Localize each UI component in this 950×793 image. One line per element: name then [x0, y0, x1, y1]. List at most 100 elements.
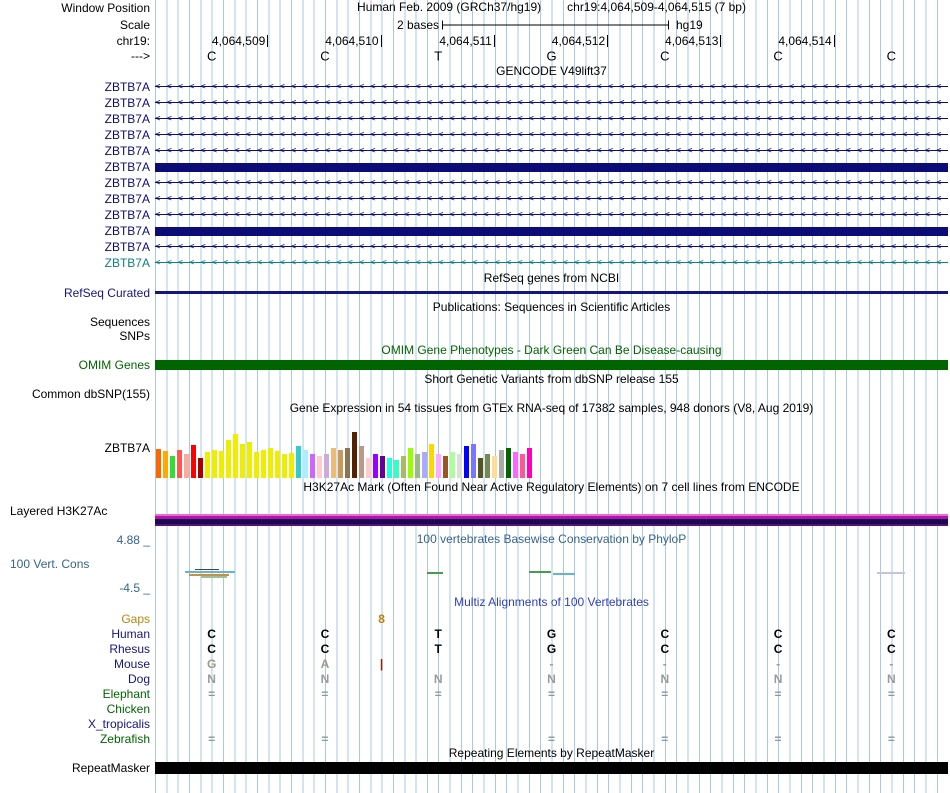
gtex-tissue-bar[interactable]	[471, 444, 476, 478]
transcript-body[interactable]: <<<<<<<<<<<<<<<<<<<<<<<<<<<<<<<<<<<<<<<<…	[155, 239, 948, 255]
gtex-tissue-bar[interactable]	[485, 454, 490, 478]
transcript-body[interactable]: <<<<<<<<<<<<<<<<<<<<<<<<<<<<<<<<<<<<<<<<…	[155, 95, 948, 111]
gtex-tissue-bar[interactable]	[408, 448, 413, 478]
gtex-tissue-bar[interactable]	[247, 442, 252, 478]
gtex-tissue-bar[interactable]	[352, 432, 357, 478]
gencode-transcript-row[interactable]: ZBTB7A <<<<<<<<<<<<<<<<<<<<<<<<<<<<<<<<<<…	[0, 143, 950, 159]
multiz-title[interactable]: Multiz Alignments of 100 Vertebrates	[454, 595, 649, 609]
gtex-tissue-bar[interactable]	[387, 458, 392, 478]
gtex-tissue-bar[interactable]	[212, 450, 217, 478]
transcript-label[interactable]: ZBTB7A	[104, 240, 150, 254]
gtex-gene-label[interactable]: ZBTB7A	[104, 441, 150, 455]
gencode-transcript-row[interactable]: ZBTB7A	[0, 223, 950, 239]
transcript-body[interactable]	[155, 159, 948, 175]
gtex-tissue-bar[interactable]	[317, 456, 322, 478]
gtex-tissue-bar[interactable]	[359, 446, 364, 478]
gtex-tissue-bar[interactable]	[198, 458, 203, 478]
gtex-tissue-bar[interactable]	[240, 444, 245, 478]
species-label-dog[interactable]: Dog	[127, 671, 150, 686]
transcript-label[interactable]: ZBTB7A	[104, 96, 150, 110]
gtex-tissue-bar[interactable]	[499, 450, 504, 478]
h3k27ac-signal-band[interactable]	[155, 514, 948, 526]
gencode-transcript-row[interactable]: ZBTB7A <<<<<<<<<<<<<<<<<<<<<<<<<<<<<<<<<<…	[0, 191, 950, 207]
transcript-label[interactable]: ZBTB7A	[104, 112, 150, 126]
gtex-tissue-bar[interactable]	[429, 444, 434, 478]
transcript-body[interactable]: <<<<<<<<<<<<<<<<<<<<<<<<<<<<<<<<<<<<<<<<…	[155, 111, 948, 127]
gtex-title[interactable]: Gene Expression in 54 tissues from GTEx …	[289, 401, 814, 415]
transcript-body[interactable]: <<<<<<<<<<<<<<<<<<<<<<<<<<<<<<<<<<<<<<<<…	[155, 175, 948, 191]
transcript-body[interactable]: <<<<<<<<<<<<<<<<<<<<<<<<<<<<<<<<<<<<<<<<…	[155, 207, 948, 223]
gtex-tissue-bar[interactable]	[310, 454, 315, 478]
gtex-tissue-bar[interactable]	[478, 458, 483, 478]
layered-h3k27ac-label[interactable]: Layered H3K27Ac	[10, 504, 108, 518]
sequences-label[interactable]: Sequences	[89, 314, 150, 329]
transcript-label[interactable]: ZBTB7A	[104, 160, 150, 174]
omim-title[interactable]: OMIM Gene Phenotypes - Dark Green Can Be…	[381, 343, 722, 357]
gtex-tissue-bar[interactable]	[422, 452, 427, 478]
gtex-tissue-bar[interactable]	[177, 450, 182, 478]
snps-label[interactable]: SNPs	[119, 329, 150, 343]
gtex-tissue-bar[interactable]	[513, 452, 518, 478]
gtex-tissue-bar[interactable]	[520, 454, 525, 478]
species-label-chicken[interactable]: Chicken	[106, 701, 150, 716]
gtex-tissue-bar[interactable]	[506, 448, 511, 478]
gtex-tissue-bar[interactable]	[401, 456, 406, 478]
species-label-gaps[interactable]: Gaps	[121, 611, 150, 626]
species-label-rhesus[interactable]: Rhesus	[109, 641, 150, 656]
repeatmasker-bar[interactable]	[155, 762, 948, 774]
gencode-transcript-row[interactable]: ZBTB7A	[0, 159, 950, 175]
transcript-body[interactable]: <<<<<<<<<<<<<<<<<<<<<<<<<<<<<<<<<<<<<<<<…	[155, 191, 948, 207]
conservation-track[interactable]: 100 vertebrates Basewise Conservation by…	[155, 527, 948, 595]
gtex-tissue-bar[interactable]	[527, 448, 532, 478]
gtex-tissue-bar[interactable]	[394, 460, 399, 478]
gtex-tissue-bar[interactable]	[492, 456, 497, 478]
gtex-tissue-bar[interactable]	[261, 450, 266, 478]
gtex-tissue-bar[interactable]	[296, 446, 301, 478]
multiz-row-human[interactable]: Human C C T G C C C	[0, 626, 950, 641]
transcript-label[interactable]: ZBTB7A	[104, 224, 150, 238]
multiz-row-x-tropicalis[interactable]: X_tropicalis	[0, 716, 950, 731]
gtex-tissue-bar[interactable]	[380, 456, 385, 478]
gtex-tissue-bar[interactable]	[436, 454, 441, 478]
gtex-tissue-bar[interactable]	[450, 452, 455, 478]
gtex-tissue-bar[interactable]	[184, 454, 189, 478]
gtex-tissue-bar[interactable]	[163, 451, 168, 478]
gtex-tissue-bar[interactable]	[156, 449, 161, 478]
repeatmasker-title[interactable]: Repeating Elements by RepeatMasker	[448, 746, 655, 760]
transcript-label[interactable]: ZBTB7A	[104, 144, 150, 158]
transcript-body[interactable]: <<<<<<<<<<<<<<<<<<<<<<<<<<<<<<<<<<<<<<<<…	[155, 143, 948, 159]
gencode-transcript-row[interactable]: ZBTB7A <<<<<<<<<<<<<<<<<<<<<<<<<<<<<<<<<<…	[0, 95, 950, 111]
gencode-transcript-row[interactable]: ZBTB7A <<<<<<<<<<<<<<<<<<<<<<<<<<<<<<<<<<…	[0, 175, 950, 191]
gtex-tissue-bar[interactable]	[254, 452, 259, 478]
multiz-row-gaps[interactable]: Gaps 8	[0, 611, 950, 626]
refseq-title[interactable]: RefSeq genes from NCBI	[483, 271, 620, 285]
gtex-tissue-bar[interactable]	[415, 454, 420, 478]
species-label-elephant[interactable]: Elephant	[102, 686, 150, 701]
common-dbsnp-label[interactable]: Common dbSNP(155)	[31, 387, 150, 401]
gencode-transcript-row[interactable]: ZBTB7A <<<<<<<<<<<<<<<<<<<<<<<<<<<<<<<<<<…	[0, 127, 950, 143]
gencode-transcript-row[interactable]: ZBTB7A <<<<<<<<<<<<<<<<<<<<<<<<<<<<<<<<<<…	[0, 239, 950, 255]
gtex-tissue-bar[interactable]	[226, 440, 231, 478]
multiz-row-rhesus[interactable]: Rhesus C C T G C C C	[0, 641, 950, 656]
gtex-tissue-bar[interactable]	[268, 448, 273, 478]
gencode-transcript-row[interactable]: ZBTB7A <<<<<<<<<<<<<<<<<<<<<<<<<<<<<<<<<<…	[0, 207, 950, 223]
transcript-label[interactable]: ZBTB7A	[104, 128, 150, 142]
strand-direction-label[interactable]: --->	[131, 49, 150, 63]
species-label-zebrafish[interactable]: Zebrafish	[99, 731, 150, 746]
transcript-label[interactable]: ZBTB7A	[104, 208, 150, 222]
multiz-row-zebrafish[interactable]: Zebrafish = = = = = =	[0, 731, 950, 746]
gtex-tissue-bar[interactable]	[191, 445, 196, 478]
gencode-transcript-row[interactable]: ZBTB7A <<<<<<<<<<<<<<<<<<<<<<<<<<<<<<<<<<…	[0, 255, 950, 271]
transcript-body[interactable]	[155, 223, 948, 239]
ruler-track[interactable]: 4,064,509 4,064,510 4,064,511 4,064,512 4,06…	[155, 33, 948, 48]
gtex-tissue-bar[interactable]	[219, 451, 224, 478]
multiz-row-elephant[interactable]: Elephant = = = = = = =	[0, 686, 950, 701]
omim-genes-label[interactable]: OMIM Genes	[78, 358, 150, 372]
cons-track-label[interactable]: 100 Vert. Cons	[10, 557, 90, 571]
gencode-title[interactable]: GENCODE V49lift37	[496, 64, 607, 78]
transcript-body[interactable]: <<<<<<<<<<<<<<<<<<<<<<<<<<<<<<<<<<<<<<<<…	[155, 255, 948, 271]
publications-title[interactable]: Publications: Sequences in Scientific Ar…	[432, 300, 671, 314]
multiz-row-dog[interactable]: Dog N N N N N N N	[0, 671, 950, 686]
repeatmasker-label[interactable]: RepeatMasker	[71, 761, 150, 775]
gtex-tissue-bar[interactable]	[457, 454, 462, 478]
